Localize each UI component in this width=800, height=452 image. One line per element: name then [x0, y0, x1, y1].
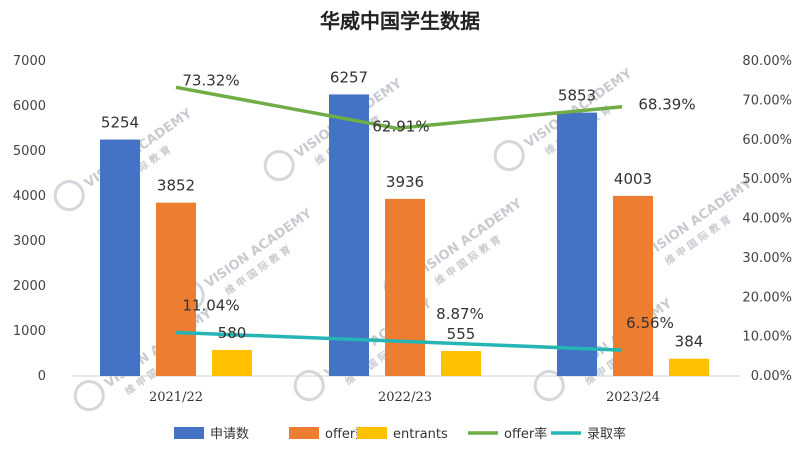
right-tick-label: 50.00%: [742, 172, 792, 187]
series-line: [175, 330, 623, 352]
right-tick-label: 20.00%: [742, 290, 792, 305]
watermark-logo-icon: [533, 370, 565, 402]
left-tick-label: 3000: [13, 234, 46, 249]
left-tick-label: 6000: [13, 99, 46, 114]
legend-label: entrants: [393, 427, 448, 442]
line-data-label: 8.87%: [436, 305, 484, 323]
watermark-logo-icon: [53, 180, 85, 212]
bar-data-label: 4003: [614, 170, 652, 188]
right-tick-label: 40.00%: [742, 212, 792, 227]
legend-swatch: [289, 427, 319, 439]
right-tick-label: 70.00%: [742, 93, 792, 108]
line-data-label: 73.32%: [182, 71, 239, 89]
bar: [613, 195, 653, 376]
watermark-text: VISION ACADEMY: [412, 196, 525, 282]
line-data-label: 11.04%: [182, 297, 239, 315]
bar-data-label: 6257: [330, 68, 368, 86]
bar: [212, 349, 252, 376]
line-data-label: 6.56%: [626, 314, 674, 332]
bar-data-label: 5254: [101, 114, 139, 132]
watermark-logo-icon: [73, 380, 105, 412]
category-label: 2022/23: [378, 390, 432, 405]
legend-swatch: [174, 427, 204, 439]
bar-data-label: 555: [447, 325, 476, 343]
left-y-axis: 0 1000 2000 3000 4000 5000 6000 7000: [13, 54, 46, 384]
left-tick-label: 1000: [13, 324, 46, 339]
watermark-logo-icon: [493, 140, 525, 172]
bar: [100, 139, 140, 376]
watermark-logo-icon: [293, 370, 325, 402]
bar: [329, 94, 369, 376]
right-tick-label: 10.00%: [742, 330, 792, 345]
left-tick-label: 0: [38, 369, 46, 384]
right-tick-label: 0.00%: [751, 369, 792, 384]
bar: [441, 351, 481, 376]
legend-swatch: [357, 427, 387, 439]
bar: [385, 198, 425, 376]
watermark-text: VISION ACADEMY: [202, 206, 315, 292]
bar: [669, 358, 709, 376]
legend-label: 申请数: [210, 427, 249, 442]
watermark-logo-icon: [263, 150, 295, 182]
category-axis: 2021/22 2022/23 2023/24: [149, 390, 660, 405]
bar-data-label: 5853: [558, 87, 596, 105]
series-line: [175, 85, 623, 131]
data-labels: 5254 6257 5853 3852 3936 4003 580 555 384 73.32% 6…: [101, 68, 703, 350]
bar-data-label: 580: [218, 324, 247, 342]
bar-data-label: 3936: [386, 173, 424, 191]
watermark-text: VISION ACADEMY: [642, 176, 755, 262]
chart-title: 华威中国学生数据: [320, 9, 480, 33]
left-tick-label: 2000: [13, 279, 46, 294]
legend-label: offer率: [504, 426, 547, 442]
bar-data-label: 3852: [157, 177, 195, 195]
left-tick-label: 4000: [13, 189, 46, 204]
category-label: 2021/22: [149, 390, 203, 405]
right-y-axis: 0.00% 10.00% 20.00% 30.00% 40.00% 50.00% 60.00…: [742, 54, 792, 384]
line-data-label: 68.39%: [638, 96, 695, 114]
line-series: [175, 85, 623, 352]
legend: 申请数 offer数 entrants offer率 录取率: [174, 426, 626, 442]
right-tick-label: 30.00%: [742, 251, 792, 266]
left-tick-label: 5000: [13, 144, 46, 159]
bar: [156, 202, 196, 376]
right-tick-label: 80.00%: [742, 54, 792, 69]
bar: [557, 112, 597, 377]
bar-data-label: 384: [675, 333, 704, 351]
line-data-label: 62.91%: [372, 117, 429, 135]
right-tick-label: 60.00%: [742, 133, 792, 148]
category-label: 2023/24: [606, 390, 660, 405]
bar-series: [100, 94, 709, 377]
legend-label: 录取率: [587, 426, 626, 442]
left-tick-label: 7000: [13, 54, 46, 69]
